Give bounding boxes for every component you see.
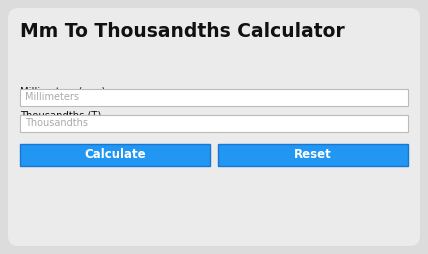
Text: Calculate: Calculate — [84, 149, 146, 162]
Text: Thousandths (T): Thousandths (T) — [20, 111, 101, 121]
FancyBboxPatch shape — [8, 8, 420, 246]
FancyBboxPatch shape — [20, 89, 408, 106]
Text: Mm To Thousandths Calculator: Mm To Thousandths Calculator — [20, 22, 345, 41]
Text: Thousandths: Thousandths — [25, 119, 88, 129]
Text: Millimeters (mm): Millimeters (mm) — [20, 86, 105, 96]
Text: Reset: Reset — [294, 149, 332, 162]
FancyBboxPatch shape — [20, 115, 408, 132]
Text: Millimeters: Millimeters — [25, 92, 79, 103]
FancyBboxPatch shape — [20, 144, 210, 166]
FancyBboxPatch shape — [218, 144, 408, 166]
